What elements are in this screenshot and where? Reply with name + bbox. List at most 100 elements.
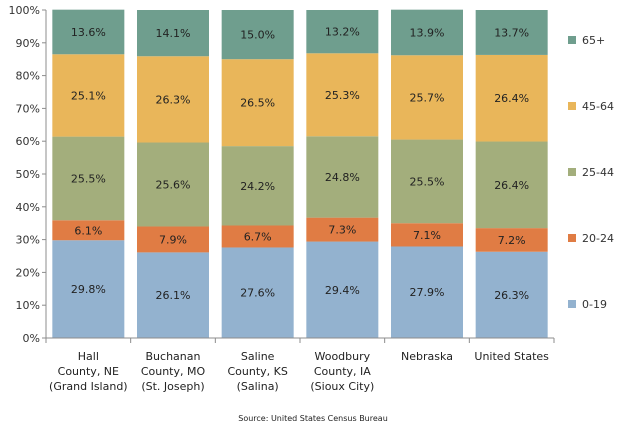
data-label: 29.8% (71, 283, 106, 296)
bar-segment-20-24 (306, 217, 379, 242)
bar-segment-25-44 (475, 141, 548, 229)
category-label: Buchanan (146, 350, 201, 363)
legend-swatch (568, 300, 576, 308)
bar-segment-20-24 (137, 226, 209, 253)
bar-stack: 29.8% 6.1% 25.5% 25.1% 13.6% (52, 9, 125, 338)
data-label: 14.1% (156, 27, 191, 40)
category-label: Woodbury (314, 350, 370, 363)
legend-swatch (568, 102, 576, 110)
legend-swatch (568, 36, 576, 44)
bar-segment-25-44 (52, 136, 125, 221)
data-label: 13.2% (325, 26, 360, 39)
bar-segment-45-64 (221, 59, 294, 147)
bar-segment-45-64 (137, 56, 209, 143)
bar-segment-45-64 (52, 54, 125, 137)
category-label: (Grand Island) (49, 380, 128, 393)
bar-segment-25-44 (221, 146, 294, 226)
bar-segment-45-64 (391, 55, 463, 140)
bar-segment-45-64 (475, 54, 548, 142)
data-label: 25.6% (156, 178, 191, 191)
data-label: 7.3% (328, 224, 356, 237)
bar-segment-25-44 (137, 142, 209, 227)
x-axis: Hall County, NE (Grand Island) Buchanan Coun… (45, 337, 555, 393)
category-label: (St. Joseph) (141, 380, 204, 393)
data-label: 13.6% (71, 26, 106, 39)
legend-item-20-24: 20-24 (568, 232, 614, 245)
bar-segment-20-24 (391, 223, 463, 247)
data-label: 15.0% (240, 29, 275, 42)
category-label: Saline (241, 350, 275, 363)
data-label: 29.4% (325, 284, 360, 297)
y-tick-label: 10% (16, 299, 40, 312)
legend-label: 0-19 (582, 298, 607, 311)
y-tick-label: 100% (9, 4, 40, 17)
bar-stack: 29.4% 7.3% 24.8% 25.3% 13.2% (306, 10, 379, 338)
bar-segment-65+ (52, 9, 125, 55)
bar-segment-65+ (391, 9, 463, 56)
data-label: 27.9% (410, 286, 445, 299)
data-label: 25.5% (410, 175, 445, 188)
data-label: 13.7% (494, 26, 529, 39)
y-tick-label: 0% (23, 332, 40, 345)
data-label: 25.1% (71, 89, 106, 102)
category-label: County, IA (314, 365, 371, 378)
category-label: (Salina) (237, 380, 279, 393)
legend-label: 65+ (582, 34, 605, 47)
data-label: 25.3% (325, 89, 360, 102)
category-label: (Sioux City) (310, 380, 374, 393)
data-label: 24.2% (240, 180, 275, 193)
data-label: 24.8% (325, 171, 360, 184)
y-tick-label: 30% (16, 234, 40, 247)
plot-area: 29.8%6.1%25.5%25.1%13.6%26.1%7.9%25.6%26… (52, 9, 548, 338)
data-label: 7.9% (159, 233, 187, 246)
bar-stack: 27.9% 7.1% 25.5% 25.7% 13.9% (391, 9, 463, 338)
data-label: 26.4% (494, 92, 529, 105)
data-label: 7.1% (413, 229, 441, 242)
data-label: 6.1% (74, 224, 102, 237)
bar-segment-25-44 (306, 136, 379, 218)
bar-segment-0-19 (52, 240, 125, 338)
bar-segment-25-44 (391, 139, 463, 224)
bar-segment-0-19 (221, 247, 294, 338)
category-label: Nebraska (401, 350, 453, 363)
legend-label: 25-44 (582, 166, 614, 179)
data-label: 25.5% (71, 172, 106, 185)
y-tick-label: 70% (16, 102, 40, 115)
y-tick-label: 20% (16, 266, 40, 279)
data-label: 13.9% (410, 26, 445, 39)
data-label: 26.3% (156, 93, 191, 106)
category-label: County, MO (141, 365, 206, 378)
data-label: 7.2% (498, 234, 526, 247)
legend-swatch (568, 234, 576, 242)
data-label: 25.7% (410, 91, 445, 104)
y-axis: 0% 10% 20% 30% 40% 50% 60% 70% 80% 90% 100% (9, 4, 47, 345)
bar-segment-20-24 (221, 225, 294, 248)
bar-stack: 27.6% 6.7% 24.2% 26.5% 15.0% (221, 10, 294, 338)
data-label: 27.6% (240, 287, 275, 300)
bar-segment-0-19 (306, 241, 379, 338)
category-label: United States (474, 350, 549, 363)
bar-segment-65+ (306, 10, 379, 54)
category-label: County, NE (58, 365, 119, 378)
legend-item-45-64: 45-64 (568, 100, 614, 113)
bar-segment-0-19 (137, 252, 209, 338)
data-label: 26.1% (156, 289, 191, 302)
legend-item-65+: 65+ (568, 34, 605, 47)
legend-swatch (568, 168, 576, 176)
legend: 65+ 45-64 25-44 20-24 0-19 (568, 34, 614, 311)
y-tick-label: 80% (16, 70, 40, 83)
bar-stack: 26.1% 7.9% 25.6% 26.3% 14.1% (137, 10, 209, 338)
legend-label: 20-24 (582, 232, 614, 245)
data-label: 6.7% (244, 230, 272, 243)
y-tick-label: 60% (16, 135, 40, 148)
bar-segment-65+ (221, 10, 294, 60)
category-label: County, KS (227, 365, 287, 378)
bar-segment-20-24 (52, 220, 125, 241)
bar-segment-20-24 (475, 228, 548, 252)
bar-segment-0-19 (391, 246, 463, 338)
y-tick-label: 40% (16, 201, 40, 214)
legend-item-0-19: 0-19 (568, 298, 607, 311)
data-label: 26.3% (494, 289, 529, 302)
data-label: 26.5% (240, 97, 275, 110)
